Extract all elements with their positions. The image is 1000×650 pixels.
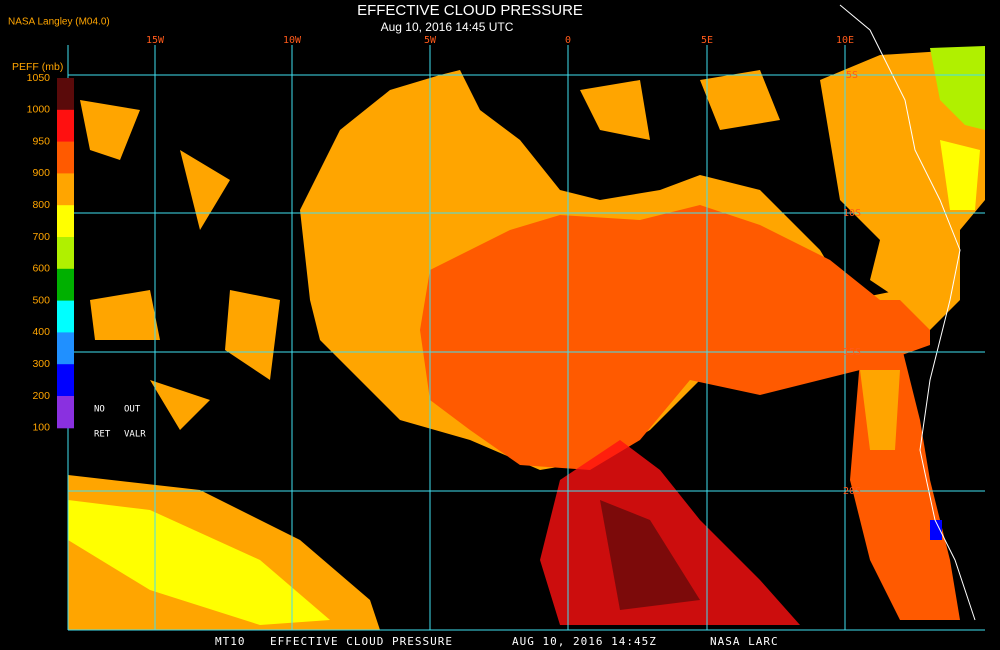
colorbar-tick-label: 900 xyxy=(32,167,50,179)
colorbar-tick-label: 1000 xyxy=(27,104,51,116)
legend-note: NO xyxy=(94,405,105,415)
colorbar-segment xyxy=(57,396,74,429)
colorbar-tick-label: 600 xyxy=(32,263,50,275)
colorbar-tick-label: 400 xyxy=(32,326,50,338)
colorbar-tick-label: 800 xyxy=(32,199,50,211)
colorbar-segment xyxy=(57,364,74,397)
subtitle: Aug 10, 2016 14:45 UTC xyxy=(381,20,514,34)
footer-source: NASA LARC xyxy=(710,635,779,648)
colorbar-segment xyxy=(57,300,74,333)
latitude-label: 20S xyxy=(843,486,861,497)
longitude-label: 10W xyxy=(283,35,302,46)
legend-note: RET xyxy=(94,430,111,440)
footer-title: EFFECTIVE CLOUD PRESSURE xyxy=(270,635,453,648)
title: EFFECTIVE CLOUD PRESSURE xyxy=(357,2,583,19)
colorbar-segment xyxy=(57,78,74,111)
longitude-label: 10E xyxy=(836,35,854,46)
legend-note: OUT xyxy=(124,405,141,415)
colorbar-label: PEFF (mb) xyxy=(12,61,63,73)
colorbar-tick-label: 200 xyxy=(32,390,50,402)
colorbar-tick-label: 1050 xyxy=(27,72,51,84)
colorbar-tick-label: 100 xyxy=(32,422,50,434)
latitude-label: 10S xyxy=(843,208,861,219)
colorbar-tick-label: 300 xyxy=(32,358,50,370)
colorbar-segment xyxy=(57,268,74,302)
colorbar-segment xyxy=(57,332,74,365)
cloud-imagery xyxy=(68,4,985,630)
latitude-label: 15S xyxy=(843,347,861,358)
longitude-label: 0 xyxy=(565,35,571,46)
colorbar: 1050 1000 950 900 800 700 600 500 400 300 200 100 xyxy=(27,72,74,434)
longitude-label: 5E xyxy=(701,35,713,46)
logo: NASA Langley (M04.0) xyxy=(8,17,110,28)
longitude-label: 15W xyxy=(146,35,165,46)
colorbar-segment xyxy=(57,173,74,206)
colorbar-segment xyxy=(57,205,74,238)
longitude-label: 5W xyxy=(424,35,437,46)
colorbar-segment xyxy=(57,237,74,270)
latitude-label: 5S xyxy=(846,70,858,81)
colorbar-segment xyxy=(57,141,74,174)
footer-time: AUG 10, 2016 14:45Z xyxy=(512,635,657,648)
colorbar-tick-label: 700 xyxy=(32,231,50,243)
colorbar-tick-label: 950 xyxy=(32,135,50,147)
colorbar-tick-label: 500 xyxy=(32,294,50,306)
footer-product: MT10 xyxy=(215,635,246,648)
colorbar-segment xyxy=(57,109,74,143)
legend-note: VALR xyxy=(124,430,146,440)
graticule: 15W 10W 5W 0 5E 10E 5S 10S 15S 20S xyxy=(67,35,985,631)
